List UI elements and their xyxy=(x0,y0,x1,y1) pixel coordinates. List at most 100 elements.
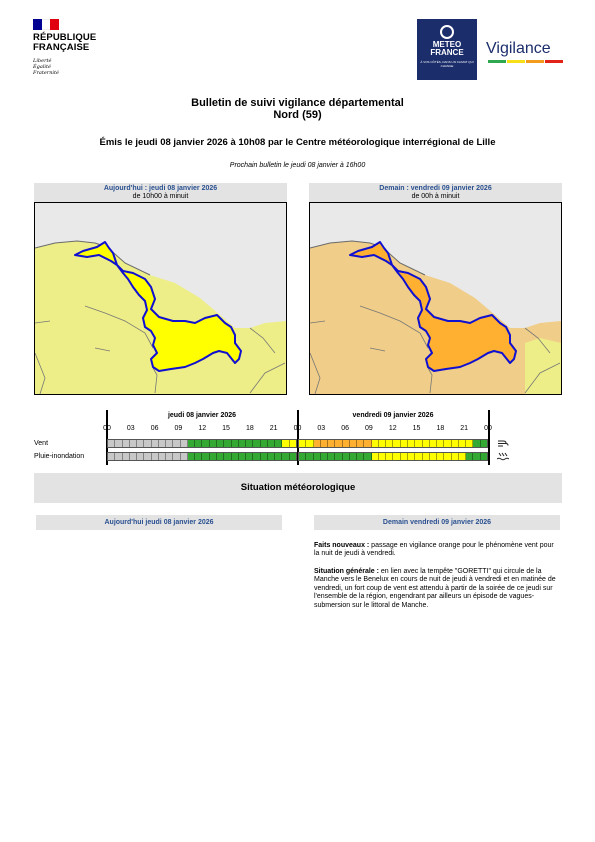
department-nord xyxy=(74,241,242,372)
map-tomorrow-sub: de 00h à minuit xyxy=(411,193,460,200)
hour-tick-label: 00 xyxy=(293,425,302,432)
vig-orange xyxy=(526,60,544,63)
bulletin-issued: Émis le jeudi 08 janvier 2026 à 10h08 pa… xyxy=(99,137,496,148)
hour-tick-label: 00 xyxy=(484,425,492,432)
motto: Liberté Égalité Fraternité xyxy=(33,58,59,76)
vigilance-cell xyxy=(166,440,174,447)
situation-tomorrow-heading: Demain vendredi 09 janvier 2026 xyxy=(314,515,560,530)
pluie-day2-cells xyxy=(298,452,488,461)
vigilance-cell xyxy=(451,453,459,460)
vigilance-cell xyxy=(357,440,365,447)
vigilance-cell xyxy=(238,453,247,460)
generale-text: en lien avec la tempête "GORETTI" qui ci… xyxy=(314,568,556,609)
vigilance-cell xyxy=(429,440,438,447)
vigilance-cell xyxy=(378,453,387,460)
vigilance-cell xyxy=(202,453,210,460)
vigilance-cell xyxy=(299,453,307,460)
admin-borders xyxy=(310,305,561,394)
vigilance-cell xyxy=(275,453,283,460)
vigilance-cell xyxy=(328,440,336,447)
pluie-day1-cells xyxy=(107,452,297,461)
vigilance-cell xyxy=(437,453,445,460)
vigilance-cell xyxy=(260,440,268,447)
vigilance-cell xyxy=(458,453,467,460)
motto-fraternite: Fraternité xyxy=(33,70,59,76)
vigilance-cell xyxy=(122,453,130,460)
vent-day2-cells xyxy=(298,439,488,448)
vigilance-cell xyxy=(108,440,116,447)
vigilance-cell xyxy=(458,440,467,447)
timeline-divider-start xyxy=(106,410,108,465)
vigilance-cell xyxy=(473,440,481,447)
vigilance-cell xyxy=(371,453,379,460)
vigilance-cell xyxy=(437,440,445,447)
vigilance-cell xyxy=(158,453,167,460)
row-label-vent: Vent xyxy=(34,440,49,447)
timeline-divider-mid xyxy=(297,410,299,465)
hour-tick-label: 21 xyxy=(269,425,278,432)
hour-tick-label: 00 xyxy=(103,425,111,432)
vigilance-cell xyxy=(216,453,225,460)
republic-line1: RÉPUBLIQUE xyxy=(33,32,97,43)
vigilance-cell xyxy=(342,453,350,460)
map-panel-tomorrow: Demain : vendredi 09 janvier 2026 de 00h… xyxy=(309,183,562,395)
timeline-divider-end xyxy=(488,410,490,465)
belgium-yellow-area xyxy=(525,338,561,394)
bulletin-next: Prochain bulletin le jeudi 08 janvier à … xyxy=(229,162,366,169)
map-tomorrow-header: Demain : vendredi 09 janvier 2026 de 00h… xyxy=(309,183,562,202)
admin-borders xyxy=(35,305,286,394)
vigilance-cell xyxy=(195,453,203,460)
vigilance-cell xyxy=(158,440,167,447)
vigilance-cell xyxy=(253,453,261,460)
vigilance-color-bar xyxy=(488,60,564,63)
vigilance-cell xyxy=(364,440,372,447)
bulletin-title-block: Bulletin de suivi vigilance départementa… xyxy=(0,97,595,121)
motto-egalite: Égalité xyxy=(33,64,51,70)
vigilance-cell xyxy=(306,453,314,460)
map-today-svg xyxy=(35,240,286,394)
map-tomorrow-svg xyxy=(310,240,561,394)
vigilance-cell xyxy=(216,440,225,447)
vigilance-cell xyxy=(415,440,423,447)
coastline xyxy=(310,240,426,276)
map-tomorrow-heading: Demain : vendredi 09 janvier 2026 xyxy=(379,185,492,192)
vigilance-cell xyxy=(349,440,358,447)
hour-tick-label: 06 xyxy=(341,425,350,432)
flag-blue xyxy=(33,19,42,30)
vig-red xyxy=(545,60,563,63)
faits-nouveaux: Faits nouveaux : passage en vigilance or… xyxy=(314,542,560,559)
vigilance-cell xyxy=(282,453,290,460)
vigilance-cell xyxy=(378,440,387,447)
vigilance-cell xyxy=(349,453,358,460)
vigilance-cell xyxy=(187,453,196,460)
vigilance-cell xyxy=(357,453,365,460)
vigilance-cell xyxy=(289,440,296,447)
vigilance-cell xyxy=(320,453,329,460)
vigilance-logo-text: Vigilance xyxy=(486,40,551,57)
map-panel-today: Aujourd'hui : jeudi 08 janvier 2026 de 1… xyxy=(34,183,287,395)
vigilance-cell xyxy=(422,440,430,447)
meteo-name-1: METEO xyxy=(432,40,462,49)
vigilance-cell xyxy=(422,453,430,460)
hour-tick-label: 18 xyxy=(436,425,445,432)
row-label-pluie: Pluie-inondation xyxy=(34,453,85,460)
hour-tick-label: 18 xyxy=(245,425,254,432)
meteo-france-emblem-icon xyxy=(440,25,454,39)
vigilance-cell xyxy=(480,440,487,447)
vigilance-cell xyxy=(289,453,296,460)
vigilance-cell xyxy=(466,440,474,447)
vigilance-cell xyxy=(313,453,321,460)
faits-label: Faits nouveaux : xyxy=(314,542,370,549)
vig-green xyxy=(488,60,506,63)
vigilance-cell xyxy=(144,440,152,447)
coastline xyxy=(35,240,151,276)
meteo-france-logo: METEO FRANCE À VOS CÔTÉS, DANS UN CLIMAT… xyxy=(417,19,477,80)
vigilance-cell xyxy=(393,453,401,460)
meteo-tagline: À VOS CÔTÉS, DANS UN CLIMAT QUI CHANGE xyxy=(420,60,474,68)
wind-icon xyxy=(498,440,509,447)
flag-white xyxy=(41,19,51,30)
vigilance-cell xyxy=(209,453,217,460)
vigilance-cell xyxy=(364,453,372,460)
vigilance-cell xyxy=(444,440,452,447)
vigilance-cell xyxy=(129,453,138,460)
